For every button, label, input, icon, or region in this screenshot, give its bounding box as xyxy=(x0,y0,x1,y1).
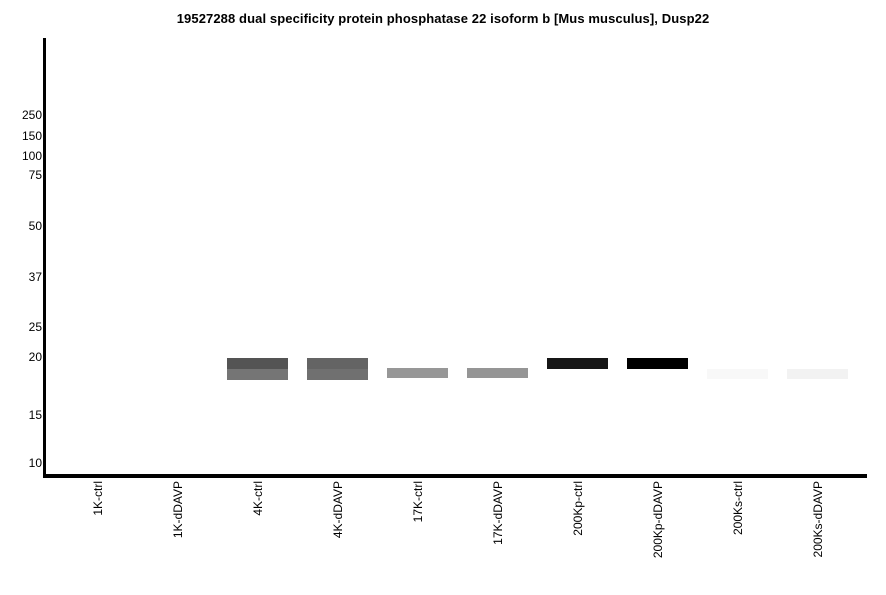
band-4k-ctrl-lower xyxy=(227,369,288,380)
band-4k-ddavp-lower xyxy=(307,369,368,380)
y-tick-label-100: 100 xyxy=(21,149,42,163)
lane-label-1k-ddavp: 1K-dDAVP xyxy=(171,481,185,539)
band-4k-ctrl-upper xyxy=(227,358,288,369)
band-17k-ctrl-lower xyxy=(387,368,448,378)
lane-label-200ks-ddavp: 200Ks-dDAVP xyxy=(811,481,825,558)
band-200ks-ctrl-lower xyxy=(707,369,768,379)
chart-title: 19527288 dual specificity protein phosph… xyxy=(176,11,710,26)
y-tick-label-20: 20 xyxy=(28,350,42,364)
band-200kp-ddavp-upper xyxy=(627,358,688,369)
y-tick-label-75: 75 xyxy=(28,168,42,182)
y-tick-label-250: 250 xyxy=(21,108,42,122)
lane-label-200kp-ddavp: 200Kp-dDAVP xyxy=(651,481,665,559)
x-axis-line xyxy=(43,474,867,478)
y-tick-label-25: 25 xyxy=(28,320,42,334)
y-axis-line xyxy=(43,38,46,478)
y-tick-label-10: 10 xyxy=(28,456,42,470)
lane-label-1k-ctrl: 1K-ctrl xyxy=(91,481,105,516)
y-tick-label-37: 37 xyxy=(28,270,42,284)
y-tick-label-15: 15 xyxy=(28,408,42,422)
lane-label-17k-ddavp: 17K-dDAVP xyxy=(491,481,505,545)
band-200ks-ddavp-lower xyxy=(787,369,848,379)
band-17k-ddavp-lower xyxy=(467,368,528,378)
lane-label-200kp-ctrl: 200Kp-ctrl xyxy=(571,481,585,536)
lane-label-17k-ctrl: 17K-ctrl xyxy=(411,481,425,523)
band-4k-ddavp-upper xyxy=(307,358,368,369)
band-200kp-ctrl-upper xyxy=(547,358,608,369)
y-tick-label-150: 150 xyxy=(21,129,42,143)
y-tick-label-50: 50 xyxy=(28,219,42,233)
lane-label-4k-ddavp: 4K-dDAVP xyxy=(331,481,345,539)
lane-label-4k-ctrl: 4K-ctrl xyxy=(251,481,265,516)
lane-label-200ks-ctrl: 200Ks-ctrl xyxy=(731,481,745,536)
